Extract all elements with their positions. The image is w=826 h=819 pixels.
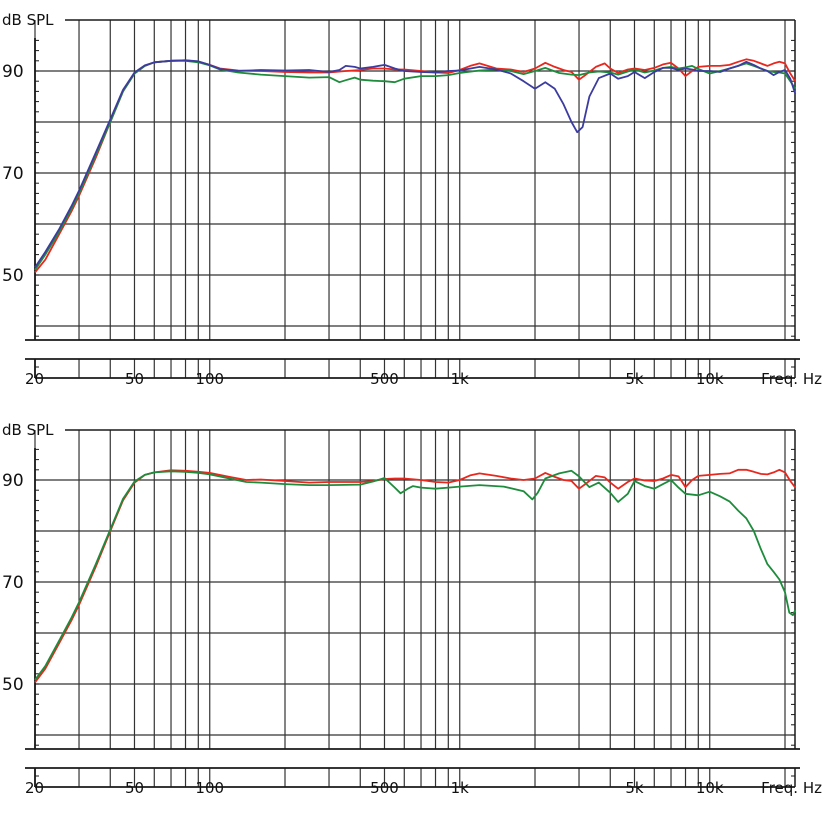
x-tick-label: 20 (25, 370, 44, 388)
x-tick-label: 50 (125, 370, 144, 388)
x-tick-label: 5k (625, 370, 644, 388)
x-tick-label: 10k (696, 370, 724, 388)
x-tick-label: 1k (451, 370, 470, 388)
y-tick-label: 90 (2, 62, 24, 82)
y-minor-ticks (35, 39, 795, 368)
plot-frame (25, 19, 800, 379)
x-axis-title: Freq. Hz (761, 370, 822, 388)
series-red-curve (34, 58, 797, 273)
bottom-frequency-response-chart: dB SPL 90 70 50 20 50 100 500 1k 5k 10k Freq. Hz (2, 421, 822, 797)
x-gridlines (34, 20, 786, 378)
x-tick-label: 20 (25, 779, 44, 797)
y-axis-title: dB SPL (2, 421, 54, 439)
x-tick-label: 100 (195, 779, 224, 797)
series-green-curve (34, 469, 797, 681)
y-tick-label: 50 (2, 675, 24, 695)
y-gridlines (35, 70, 795, 327)
x-tick-label: 5k (625, 779, 644, 797)
y-tick-label: 70 (2, 164, 24, 184)
x-tick-label: 1k (451, 779, 470, 797)
plot-frame (25, 429, 800, 788)
y-tick-label: 90 (2, 471, 24, 491)
y-tick-label: 50 (2, 266, 24, 286)
x-tick-label: 500 (370, 779, 399, 797)
x-tick-label: 500 (370, 370, 399, 388)
x-axis-title: Freq. Hz (761, 779, 822, 797)
y-tick-label: 70 (2, 573, 24, 593)
x-tick-label: 10k (696, 779, 724, 797)
x-tick-label: 50 (125, 779, 144, 797)
top-frequency-response-chart: dB SPL 90 70 50 20 50 100 500 1k 5k 10k Freq. Hz (2, 11, 822, 388)
series-blue-curve (34, 59, 797, 268)
series-red-curve (34, 468, 797, 684)
x-gridlines (34, 430, 786, 787)
y-gridlines (35, 479, 795, 736)
x-tick-label: 100 (195, 370, 224, 388)
series-green-curve (34, 59, 797, 271)
y-axis-title: dB SPL (2, 11, 54, 29)
y-minor-ticks (35, 448, 795, 777)
